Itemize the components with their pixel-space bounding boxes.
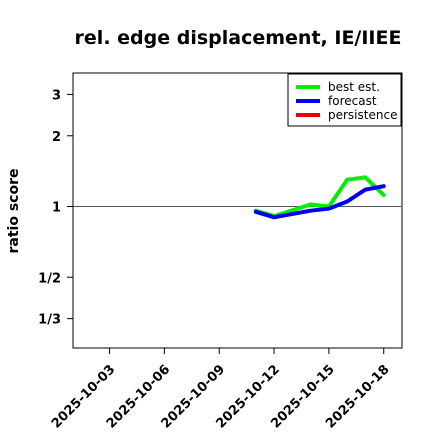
y-axis: 1/3 1/2 1 2 3 [38, 88, 73, 328]
y-tick-label: 1/3 [38, 313, 61, 328]
plot-frame [72, 72, 403, 349]
chart-title: rel. edge displacement, IE/IIEE [75, 27, 402, 49]
y-tick-label: 1 [52, 201, 61, 216]
y-tick-label: 1/2 [38, 271, 61, 286]
legend-label: forecast [328, 94, 377, 108]
legend-label: persistence [328, 108, 397, 122]
y-axis-label: ratio score [6, 169, 22, 254]
legend-label: best est. [328, 80, 380, 94]
x-axis: 2025-10-032025-10-062025-10-092025-10-12… [49, 348, 393, 432]
series-layer [253, 175, 386, 220]
y-tick-label: 2 [52, 130, 61, 145]
series-line-forecast [253, 184, 386, 220]
y-tick-label: 3 [52, 88, 61, 103]
